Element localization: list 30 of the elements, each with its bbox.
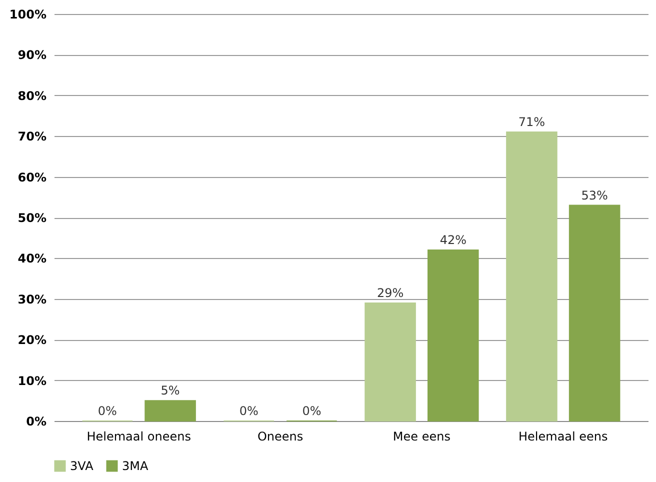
y-tick-label: 80% xyxy=(18,88,46,103)
bar xyxy=(428,250,479,422)
y-tick-label: 20% xyxy=(18,333,46,348)
data-label: 5% xyxy=(160,384,180,398)
bar xyxy=(144,400,196,422)
y-tick-label: 10% xyxy=(18,374,46,388)
legend-label: 3VA xyxy=(70,459,94,473)
legend-label: 3MA xyxy=(122,459,149,473)
data-label: 0% xyxy=(98,404,117,418)
y-tick-label: 50% xyxy=(18,211,46,225)
data-label: 0% xyxy=(239,404,258,418)
x-tick-label: Mee eens xyxy=(392,430,450,444)
bar xyxy=(364,302,416,422)
data-label: 0% xyxy=(302,404,322,418)
x-tick-label: Oneens xyxy=(257,430,304,444)
y-tick-label: 100% xyxy=(9,8,46,22)
data-label: 53% xyxy=(581,188,608,202)
y-tick-label: 90% xyxy=(18,48,46,62)
y-tick-label: 30% xyxy=(18,292,46,306)
data-label: 71% xyxy=(518,115,546,130)
y-tick-label: 60% xyxy=(18,170,46,184)
y-tick-label: 70% xyxy=(18,130,46,144)
bar xyxy=(568,204,620,422)
data-label: 42% xyxy=(440,233,466,248)
y-tick-label: 0% xyxy=(26,414,46,428)
x-tick-label: Helemaal eens xyxy=(518,430,608,444)
x-tick-label: Helemaal oneens xyxy=(86,430,191,444)
bar xyxy=(506,132,558,422)
data-label: 29% xyxy=(376,286,404,300)
y-tick-label: 40% xyxy=(18,252,46,266)
